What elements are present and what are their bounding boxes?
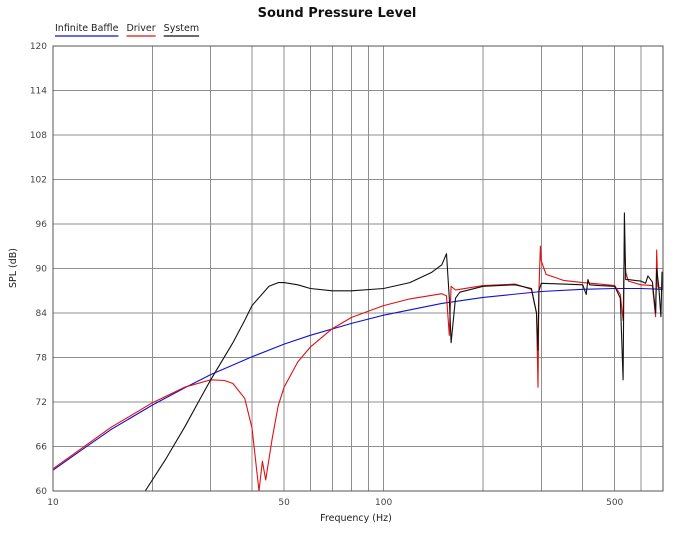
y-tick-label: 90 [36,265,48,275]
legend: Infinite Baffle Driver System [55,23,200,37]
legend-item-label: System [164,23,199,34]
series-line-system [144,212,663,491]
legend-item-label: Driver [126,23,155,34]
y-tick-label: 60 [36,487,48,497]
series-line-driver [53,241,663,491]
y-tick-label: 114 [30,87,47,97]
y-tick-label: 84 [36,309,48,319]
series-line-infinite-baffle [53,287,663,471]
x-axis-ticks: 10 50 100 500 [47,498,623,508]
x-axis-label: Frequency (Hz) [320,513,392,524]
x-tick-label: 50 [278,498,290,508]
x-tick-label: 100 [375,498,392,508]
y-axis-label: SPL (dB) [8,248,19,288]
grid [53,45,664,492]
plot-frame [52,45,664,492]
y-tick-label: 120 [30,42,47,52]
y-axis-ticks: 60 66 72 78 84 90 96 102 108 114 120 [30,42,47,497]
chart-title: Sound Pressure Level [258,6,417,21]
y-tick-label: 78 [36,354,48,364]
x-tick-label: 10 [47,498,59,508]
y-tick-label: 108 [30,131,47,141]
x-tick-label: 500 [606,498,623,508]
y-tick-label: 72 [36,398,47,408]
y-tick-label: 102 [30,176,47,186]
legend-item-label: Infinite Baffle [55,23,119,34]
y-tick-label: 96 [36,220,48,230]
y-tick-label: 66 [36,443,48,453]
plot-area [53,212,663,491]
